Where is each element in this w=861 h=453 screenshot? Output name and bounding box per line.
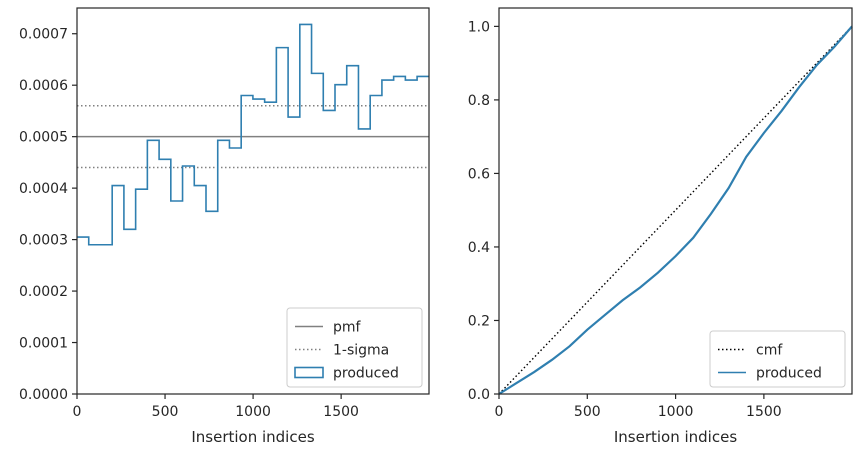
legend-label-produced: produced <box>333 366 399 382</box>
x-axis-label: Insertion indices <box>614 428 737 446</box>
series-cmf-line <box>498 25 853 395</box>
x-tick-label: 500 <box>152 404 179 420</box>
legend-label-1-sigma: 1-sigma <box>333 343 389 359</box>
y-tick-label: 0.0004 <box>19 181 68 197</box>
legend-label-pmf: pmf <box>333 320 362 336</box>
x-tick-label: 500 <box>574 404 601 420</box>
legend: cmf produced <box>709 330 846 388</box>
x-tick-label: 1000 <box>658 404 694 420</box>
y-tick-label: 0.0006 <box>19 78 68 94</box>
y-tick-label: 0.0003 <box>19 233 68 249</box>
y-tick-label: 0.0005 <box>19 130 68 146</box>
y-tick-label: 1.0 <box>468 19 490 35</box>
x-tick-label: 1500 <box>746 404 782 420</box>
x-tick-label: 0 <box>495 404 504 420</box>
series-produced-line <box>498 25 853 395</box>
y-tick-label: 0.2 <box>468 313 490 329</box>
y-tick-label: 0.8 <box>468 93 490 109</box>
x-axis-label: Insertion indices <box>191 428 314 446</box>
legend-label-produced: produced <box>756 366 822 382</box>
y-tick-label: 0.0007 <box>19 27 68 43</box>
legend-swatch-produced <box>294 366 324 379</box>
y-tick-label: 0.0 <box>468 387 490 403</box>
legend-label-cmf: cmf <box>756 343 783 359</box>
y-tick-label: 0.0000 <box>19 387 68 403</box>
panel-1: 0 500 1000 1500 0.0000 0.0001 0.0002 0.0003 0.00… <box>19 7 430 446</box>
y-tick-label: 0.0001 <box>19 336 68 352</box>
series-produced-step <box>77 23 429 246</box>
y-tick-label: 0.6 <box>468 166 490 182</box>
y-tick-label: 0.0002 <box>19 284 68 300</box>
x-tick-label: 1500 <box>323 404 359 420</box>
y-tick-label: 0.4 <box>468 240 490 256</box>
x-tick-label: 1000 <box>235 404 271 420</box>
x-tick-label: 0 <box>73 404 82 420</box>
panel-2: 0 500 1000 1500 0.0 0.2 0.4 0.6 0.8 1.0 Insertion … <box>468 7 853 446</box>
legend: pmf 1-sigma produced <box>286 307 423 388</box>
